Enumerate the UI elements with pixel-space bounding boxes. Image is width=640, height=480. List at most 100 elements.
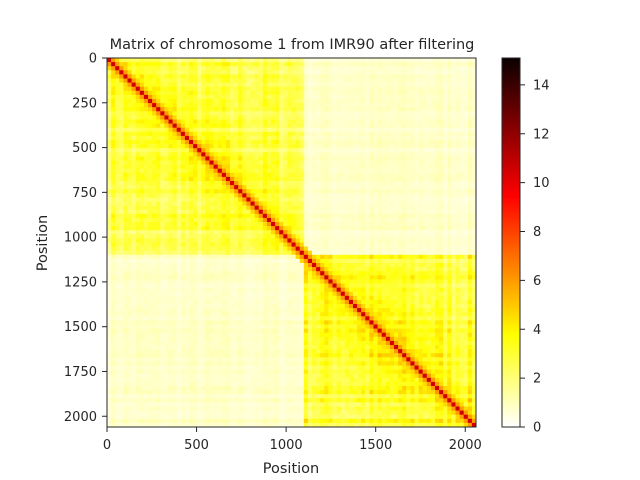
heatmap-cell <box>340 58 346 63</box>
heatmap-cell <box>447 74 452 79</box>
heatmap-cell <box>205 275 210 280</box>
heatmap-cell <box>119 217 124 223</box>
heatmap-cell <box>193 230 198 235</box>
heatmap-cell <box>398 201 403 206</box>
heatmap-cell <box>189 222 194 227</box>
heatmap-cell <box>389 140 395 145</box>
heatmap-cell <box>385 275 391 280</box>
heatmap-cell <box>246 94 251 100</box>
heatmap-cell <box>299 131 305 137</box>
heatmap-cell <box>463 82 469 88</box>
heatmap-cell <box>291 271 296 276</box>
heatmap-cell <box>221 205 227 211</box>
heatmap-cell <box>221 275 227 280</box>
heatmap-cell <box>250 86 255 92</box>
heatmap-cell <box>365 254 370 260</box>
heatmap-cell <box>365 226 370 231</box>
heatmap-cell <box>221 107 227 112</box>
heatmap-cell <box>418 172 424 178</box>
heatmap-cell <box>447 217 452 223</box>
heatmap-cell <box>303 267 309 272</box>
heatmap-cell <box>193 279 198 284</box>
heatmap-cell <box>127 172 132 178</box>
heatmap-cell <box>205 222 210 227</box>
heatmap-cell <box>246 258 251 264</box>
heatmap-cell <box>455 181 460 186</box>
heatmap-cell <box>377 107 383 112</box>
heatmap-cell <box>328 193 333 198</box>
heatmap-cell <box>238 283 243 288</box>
heatmap-cell <box>369 209 374 215</box>
heatmap-cell <box>332 103 337 108</box>
heatmap-cell <box>303 70 309 75</box>
heatmap-cell <box>369 172 374 178</box>
heatmap-cell <box>148 193 153 198</box>
heatmap-cell <box>111 234 116 239</box>
heatmap-cell <box>254 283 260 288</box>
heatmap-cell <box>394 168 399 174</box>
heatmap-cell <box>320 213 325 219</box>
heatmap-cell <box>279 250 284 256</box>
heatmap-cell <box>467 156 473 161</box>
heatmap-cell <box>115 209 120 215</box>
heatmap-cell <box>426 234 432 239</box>
heatmap-cell <box>410 250 415 256</box>
heatmap-cell <box>439 140 444 145</box>
heatmap-cell <box>336 127 342 133</box>
heatmap-cell <box>381 152 387 157</box>
heatmap-cell <box>324 94 329 100</box>
heatmap-cell <box>168 181 173 186</box>
heatmap-cell <box>324 123 329 129</box>
heatmap-cell <box>262 254 268 260</box>
heatmap-cell <box>373 213 378 219</box>
heatmap-cell <box>287 156 292 161</box>
heatmap-cell <box>439 176 444 182</box>
heatmap-cell <box>131 176 137 182</box>
heatmap-cell <box>230 58 235 63</box>
heatmap-cell <box>340 62 346 67</box>
heatmap-cell <box>291 181 296 186</box>
heatmap-cell <box>344 238 350 243</box>
heatmap-cell <box>197 222 202 227</box>
heatmap-cell <box>271 74 276 79</box>
heatmap-cell <box>119 279 124 284</box>
heatmap-cell <box>463 74 469 79</box>
heatmap-cell <box>111 176 116 182</box>
heatmap-cell <box>246 189 251 194</box>
heatmap-cell <box>303 279 309 284</box>
heatmap-cell <box>283 230 288 235</box>
heatmap-cell <box>262 193 268 198</box>
heatmap-cell <box>123 131 128 137</box>
heatmap-cell <box>127 70 132 75</box>
heatmap-cell <box>418 127 424 133</box>
heatmap-cell <box>131 193 137 198</box>
heatmap-cell <box>275 238 280 243</box>
heatmap-cell <box>131 111 137 116</box>
heatmap-cell <box>365 144 370 149</box>
heatmap-cell <box>258 193 264 198</box>
heatmap-cell <box>217 127 223 133</box>
heatmap-cell <box>328 152 333 157</box>
heatmap-cell <box>435 66 440 71</box>
heatmap-cell <box>332 226 337 231</box>
heatmap-cell <box>225 275 231 280</box>
heatmap-cell <box>316 127 321 133</box>
heatmap-cell <box>156 115 161 120</box>
heatmap-cell <box>328 250 333 256</box>
heatmap-cell <box>410 201 415 206</box>
heatmap-cell <box>422 201 428 206</box>
heatmap-cell <box>377 250 383 256</box>
heatmap-cell <box>152 111 157 116</box>
heatmap-cell <box>312 82 317 88</box>
heatmap-cell <box>439 107 444 112</box>
heatmap-cell <box>324 78 329 83</box>
heatmap-cell <box>307 111 313 116</box>
heatmap-cell <box>303 144 309 149</box>
heatmap-cell <box>430 103 436 108</box>
heatmap-cell <box>201 209 206 215</box>
heatmap-cell <box>172 217 178 223</box>
heatmap-cell <box>299 148 305 153</box>
heatmap-cell <box>246 152 251 157</box>
heatmap-cell <box>131 66 137 71</box>
heatmap-cell <box>176 99 182 104</box>
